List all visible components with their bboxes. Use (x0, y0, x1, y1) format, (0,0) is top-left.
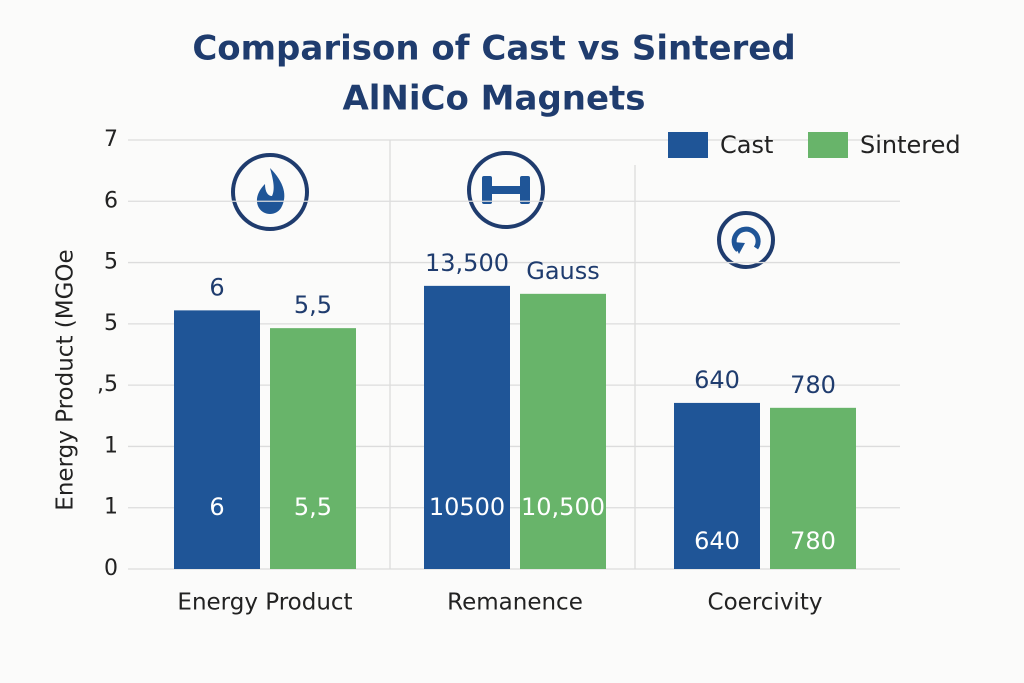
icon-dumbbell (467, 151, 545, 229)
legend-swatch (808, 132, 848, 158)
chart-title: AlNiCo Magnets (342, 79, 645, 119)
x-tick-label: Remanence (447, 590, 583, 616)
y-tick-label: 1 (104, 433, 118, 458)
bar-top-label: 780 (790, 371, 836, 399)
bar-inner-label: 6 (209, 493, 224, 521)
bar-top-label: 13,500 (425, 249, 509, 277)
y-tick-label: 5 (104, 250, 118, 275)
bar-top-label: 6 (209, 273, 224, 301)
x-tick-label: Coercivity (708, 590, 823, 616)
bar-inner-label: 5,5 (294, 493, 332, 521)
bar-top-label: 5,5 (294, 291, 332, 319)
bar-top-label: 640 (694, 366, 740, 394)
chart-title: Comparison of Cast vs Sintered (192, 29, 795, 69)
y-tick-label: 7 (104, 127, 118, 152)
legend-label: Sintered (860, 131, 961, 159)
bar-inner-label: 10500 (429, 493, 505, 521)
icon-flame (231, 153, 309, 231)
legend-label: Cast (720, 131, 773, 159)
bar (270, 328, 356, 569)
legend-swatch (668, 132, 708, 158)
bar-inner-label: 640 (694, 527, 740, 555)
y-tick-label: 5 (104, 311, 118, 336)
y-tick-label: 1 (104, 495, 118, 520)
bar (520, 293, 606, 569)
icon-refresh (717, 211, 775, 269)
y-tick-label: ,5 (97, 372, 118, 397)
bar (174, 310, 260, 569)
y-tick-label: 0 (104, 556, 118, 581)
bar (424, 285, 510, 569)
y-tick-label: 6 (104, 188, 118, 213)
bar-top-label: Gauss (526, 257, 600, 285)
bar (674, 402, 760, 569)
bar-inner-label: 10,500 (521, 493, 605, 521)
bar (770, 407, 856, 569)
y-axis-label: Energy Product (MGOe (53, 249, 79, 510)
x-tick-label: Energy Product (177, 590, 352, 616)
bar-inner-label: 780 (790, 527, 836, 555)
